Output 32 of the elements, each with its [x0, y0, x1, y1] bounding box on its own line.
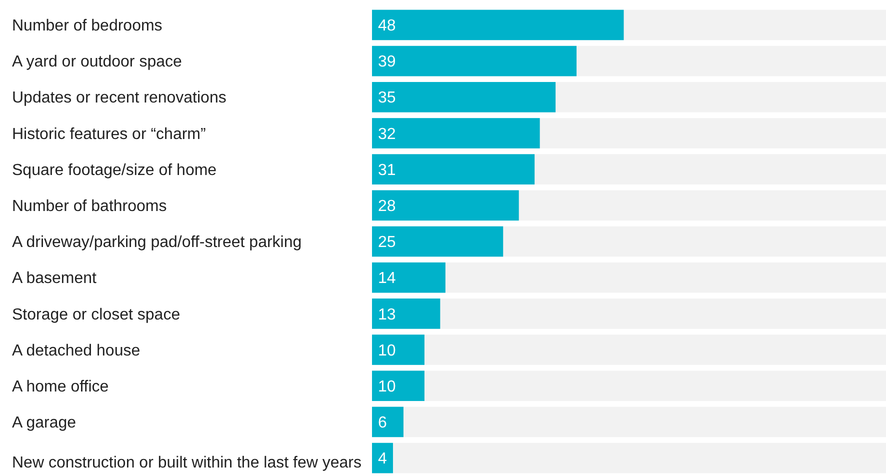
y-tick-label: A detached house	[12, 342, 140, 360]
y-tick-label: New construction or built within the last few years	[12, 454, 362, 472]
bar	[372, 334, 424, 365]
y-tick-label: A garage	[12, 414, 76, 432]
y-tick-label: A home office	[12, 378, 109, 396]
y-tick-label: A yard or outdoor space	[12, 54, 182, 71]
y-tick-label: Storage or closet space	[12, 306, 180, 324]
data-label: 25	[378, 234, 396, 252]
y-tick-label: Number of bedrooms	[12, 18, 162, 35]
y-tick-label: Updates or recent renovations	[12, 90, 226, 107]
data-label: 6	[378, 414, 387, 432]
data-label: 48	[378, 18, 396, 35]
bar	[372, 370, 424, 402]
data-label: 13	[378, 306, 396, 324]
y-tick-label: Square footage/size of home	[12, 162, 217, 179]
y-tick-label: A driveway/parking pad/off-street parking	[12, 234, 302, 252]
data-label: 28	[378, 198, 396, 216]
data-label: 10	[378, 378, 396, 396]
data-label: 4	[378, 450, 387, 468]
y-tick-label: A basement	[12, 270, 98, 288]
bar	[372, 442, 393, 474]
data-label: 10	[378, 342, 396, 360]
data-label: 14	[378, 270, 396, 288]
data-label: 32	[378, 126, 396, 143]
data-label: 35	[378, 90, 396, 107]
bar	[372, 406, 404, 438]
y-tick-label: Historic features or “charm”	[12, 126, 206, 143]
bar	[372, 262, 446, 293]
y-tick-label: Number of bathrooms	[12, 198, 167, 216]
data-label: 39	[378, 54, 396, 71]
data-label: 31	[378, 162, 396, 179]
bar	[372, 298, 440, 329]
